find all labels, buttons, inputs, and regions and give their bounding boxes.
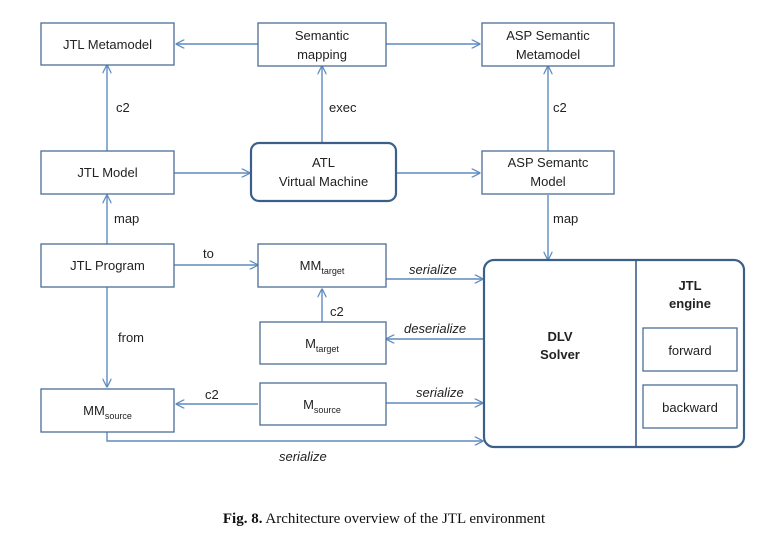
node-semantic-mapping-line1: Semantic — [295, 28, 350, 43]
m-target-base: M — [305, 336, 316, 351]
node-mm-source-label: MMsource — [83, 403, 132, 421]
label-from: from — [118, 330, 144, 345]
node-asp-semantic-metamodel: ASP Semantic Metamodel — [481, 22, 615, 67]
caption-label: Fig. 8. — [222, 511, 263, 527]
label-serialize-bottom: serialize — [279, 449, 327, 464]
node-m-source-label: Msource — [303, 397, 341, 415]
node-m-target: Mtarget — [259, 321, 387, 365]
node-backward: backward — [642, 384, 738, 429]
node-forward: forward — [642, 327, 738, 372]
label-to: to — [203, 246, 214, 261]
node-forward-label: forward — [668, 343, 711, 358]
edges — [107, 44, 548, 441]
mm-target-sub: target — [321, 266, 345, 276]
node-jtl-model: JTL Model — [40, 150, 175, 195]
label-map-left: map — [114, 211, 139, 226]
node-m-target-label: Mtarget — [305, 336, 339, 354]
mm-source-base: MM — [83, 403, 105, 418]
node-jtl-engine-line1: JTL — [678, 278, 701, 293]
node-asp-model-line2: Model — [530, 174, 566, 189]
node-atl-line2: Virtual Machine — [279, 174, 368, 189]
node-jtl-program: JTL Program — [40, 243, 175, 288]
node-dlv-line2: Solver — [540, 347, 580, 362]
edge-labels: c2 exec c2 map map to from serialize c2 … — [114, 100, 578, 464]
label-c2-mid: c2 — [330, 304, 344, 319]
node-asp-model-line1: ASP Semantc — [508, 155, 589, 170]
figure-caption: Fig. 8. Architecture overview of the JTL… — [0, 511, 768, 528]
mm-source-sub: source — [105, 411, 132, 421]
label-c2-bottom: c2 — [205, 387, 219, 402]
label-deserialize: deserialize — [404, 321, 466, 336]
label-c2-left: c2 — [116, 100, 130, 115]
node-mm-source: MMsource — [40, 388, 175, 433]
edge-mm-source-to-dlv — [106, 432, 483, 441]
label-serialize-source: serialize — [416, 385, 464, 400]
m-source-sub: source — [314, 405, 341, 415]
node-asp-metamodel-line1: ASP Semantic — [506, 28, 590, 43]
node-jtl-metamodel-label: JTL Metamodel — [63, 37, 152, 52]
node-asp-semantic-model: ASP Semantc Model — [481, 150, 615, 195]
node-dlv-line1: DLV — [547, 329, 572, 344]
node-semantic-mapping-line2: mapping — [297, 47, 347, 62]
m-source-base: M — [303, 397, 314, 412]
node-mm-target-label: MMtarget — [300, 258, 345, 276]
node-m-source: Msource — [259, 382, 387, 426]
mm-target-base: MM — [300, 258, 322, 273]
node-jtl-program-label: JTL Program — [70, 258, 145, 273]
label-c2-right: c2 — [553, 100, 567, 115]
node-atl-virtual-machine: ATL Virtual Machine — [249, 141, 398, 203]
m-target-sub: target — [316, 344, 340, 354]
label-map-right: map — [553, 211, 578, 226]
caption-text: Architecture overview of the JTL environ… — [262, 511, 546, 527]
node-atl-line1: ATL — [312, 155, 335, 170]
node-jtl-metamodel: JTL Metamodel — [40, 22, 175, 66]
label-exec: exec — [329, 100, 357, 115]
node-mm-target: MMtarget — [257, 243, 387, 288]
label-serialize-target: serialize — [409, 262, 457, 277]
node-backward-label: backward — [662, 400, 718, 415]
node-jtl-model-label: JTL Model — [77, 165, 137, 180]
node-jtl-engine-line2: engine — [669, 296, 711, 311]
node-asp-metamodel-line2: Metamodel — [516, 47, 580, 62]
node-semantic-mapping: Semantic mapping — [257, 22, 387, 67]
